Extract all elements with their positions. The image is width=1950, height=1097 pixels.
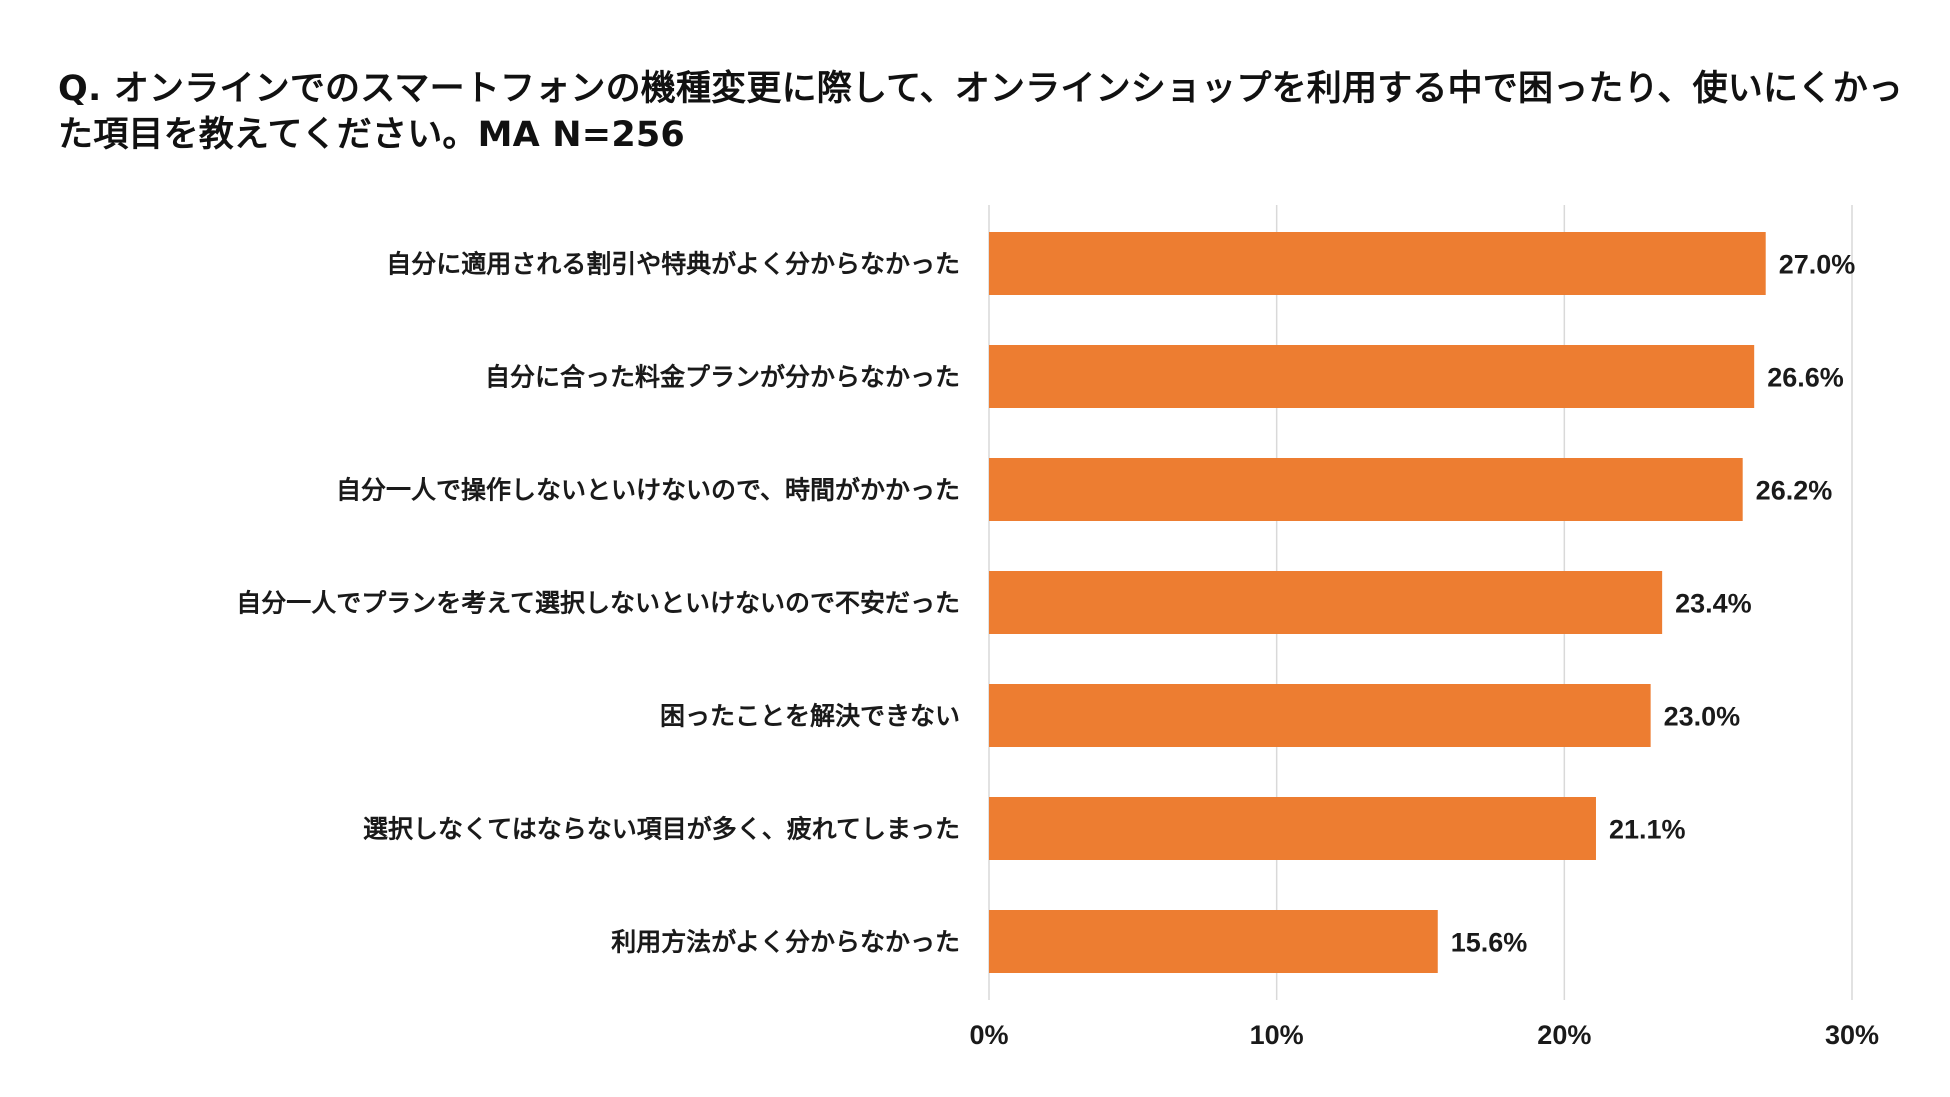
chart-title: Q. オンラインでのスマートフォンの機種変更に際して、オンラインショップを利用す… xyxy=(58,69,1904,155)
x-tick-label: 10% xyxy=(1250,1020,1304,1050)
value-label: 26.6% xyxy=(1767,363,1844,393)
x-tick-label: 30% xyxy=(1825,1020,1879,1050)
bar xyxy=(989,571,1663,634)
bar xyxy=(989,910,1438,973)
category-label: 自分に合った料金プランが分からなかった xyxy=(485,363,960,392)
category-label: 利用方法がよく分からなかった xyxy=(611,928,960,957)
value-label: 27.0% xyxy=(1779,250,1856,280)
x-tick-label: 0% xyxy=(969,1020,1008,1050)
bar xyxy=(989,345,1755,408)
category-label: 選択しなくてはならない項目が多く、疲れてしまった xyxy=(363,815,960,844)
x-tick-label: 20% xyxy=(1537,1020,1591,1050)
value-label: 21.1% xyxy=(1609,815,1686,845)
value-label: 23.0% xyxy=(1664,702,1741,732)
bar xyxy=(989,232,1766,295)
value-label: 26.2% xyxy=(1756,476,1833,506)
category-labels: 自分に適用される割引や特典がよく分からなかった自分に合った料金プランが分からなか… xyxy=(236,250,960,957)
bars xyxy=(989,232,1766,973)
value-label: 23.4% xyxy=(1675,589,1752,619)
category-label: 自分に適用される割引や特典がよく分からなかった xyxy=(386,250,960,279)
value-labels: 27.0% 26.6% 26.2% 23.4% 23.0% 21.1% 15.6% xyxy=(1451,250,1856,958)
bar xyxy=(989,684,1651,747)
x-axis-tick-labels: 0% 10% 20% 30% xyxy=(969,1020,1879,1050)
bar xyxy=(989,797,1596,860)
bar xyxy=(989,458,1743,521)
category-label: 自分一人で操作しないといけないので、時間がかかった xyxy=(336,476,960,505)
value-label: 15.6% xyxy=(1451,928,1528,958)
category-label: 自分一人でプランを考えて選択しないといけないので不安だった xyxy=(236,589,960,618)
category-label: 困ったことを解決できない xyxy=(660,702,960,731)
